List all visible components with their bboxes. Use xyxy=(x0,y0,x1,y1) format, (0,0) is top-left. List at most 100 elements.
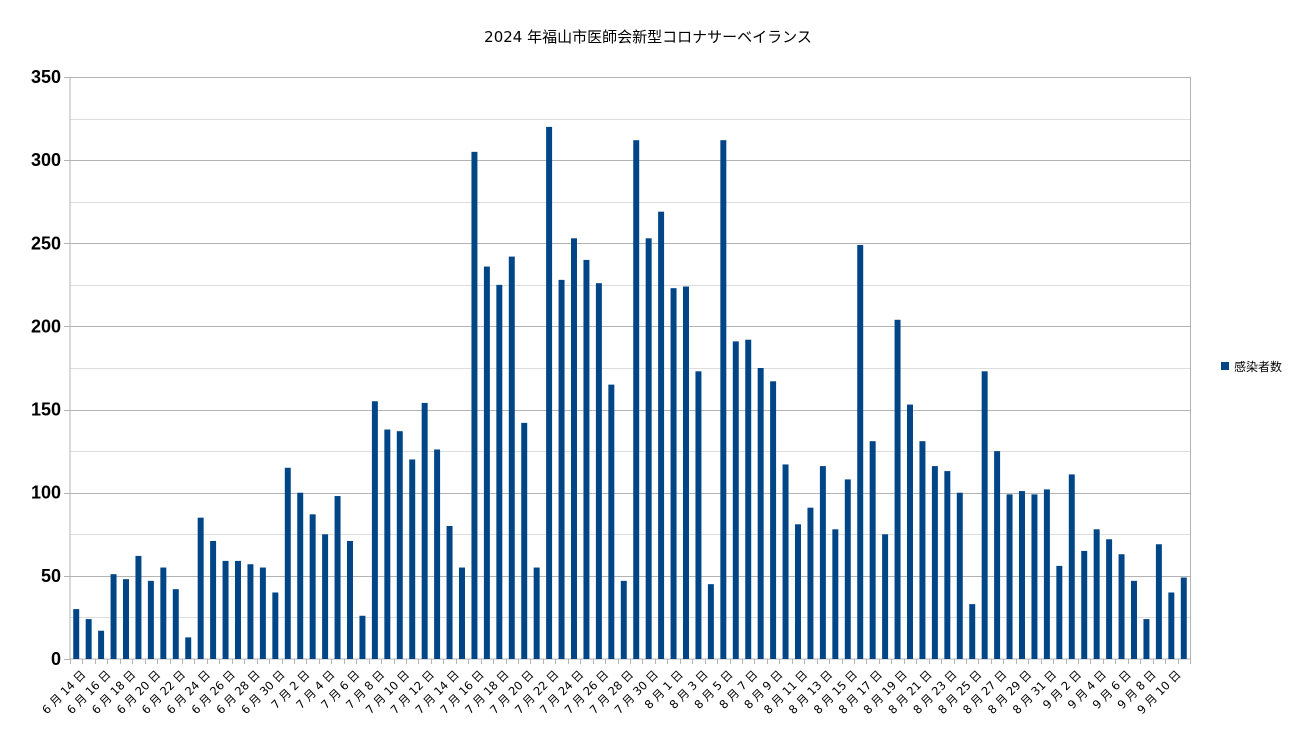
bar xyxy=(73,609,80,659)
bar xyxy=(396,431,403,659)
bar xyxy=(919,441,926,659)
bar xyxy=(595,283,602,659)
bar xyxy=(147,580,154,659)
bar xyxy=(571,238,577,660)
y-tick-label: 350 xyxy=(31,67,61,87)
bar xyxy=(272,592,279,659)
bar xyxy=(259,567,266,659)
y-tick-label: 0 xyxy=(51,649,61,669)
bar xyxy=(421,402,428,659)
bar xyxy=(670,288,677,659)
bar xyxy=(956,492,963,659)
bar xyxy=(210,540,217,659)
bar xyxy=(981,371,988,659)
bar xyxy=(434,449,441,659)
bar xyxy=(172,589,179,659)
bar xyxy=(583,259,590,659)
y-tick-label: 50 xyxy=(41,566,61,586)
legend: 感染者数 xyxy=(1221,359,1282,374)
bar xyxy=(135,555,142,659)
bar xyxy=(98,630,105,659)
bar xyxy=(483,266,490,659)
bar xyxy=(85,619,92,659)
bar xyxy=(1131,580,1137,659)
bar xyxy=(322,534,329,659)
bar xyxy=(620,580,627,659)
bar xyxy=(471,151,478,659)
bar xyxy=(757,368,764,659)
y-tick-label: 200 xyxy=(31,316,61,336)
bar xyxy=(844,479,851,659)
bar xyxy=(1180,577,1187,659)
bar xyxy=(546,126,553,659)
bar xyxy=(633,140,640,659)
bar xyxy=(1081,550,1088,659)
bar xyxy=(1143,619,1150,659)
bar xyxy=(222,560,229,659)
bar xyxy=(185,637,192,659)
bar xyxy=(371,401,378,659)
bar xyxy=(608,384,615,659)
y-tick-label: 150 xyxy=(31,400,61,420)
chart-title: 2024 年福山市医師会新型コロナサーベイランス xyxy=(484,28,812,46)
bar xyxy=(1093,529,1100,659)
legend-swatch xyxy=(1221,362,1229,370)
bar xyxy=(123,579,129,659)
bar-series xyxy=(73,126,1187,660)
bar xyxy=(1106,539,1113,659)
bar xyxy=(160,567,167,659)
bar xyxy=(857,244,864,659)
bar xyxy=(944,471,951,659)
bar xyxy=(347,540,353,659)
y-axis-tick-labels: 0 50 100 150 200 250 300 350 xyxy=(31,67,61,669)
bar xyxy=(521,422,528,659)
bar xyxy=(309,514,316,659)
bar xyxy=(807,507,814,659)
bar xyxy=(707,584,714,659)
bar xyxy=(197,517,204,659)
bar xyxy=(882,534,889,659)
bar xyxy=(508,256,515,659)
bar xyxy=(994,451,1001,659)
gridlines xyxy=(64,77,1191,664)
y-tick-label: 250 xyxy=(31,233,61,253)
y-tick-label: 100 xyxy=(31,483,61,503)
axes xyxy=(69,77,1190,660)
y-tick-label: 300 xyxy=(31,150,61,170)
bar xyxy=(1031,494,1038,659)
bar xyxy=(969,604,976,659)
bar xyxy=(459,567,465,659)
bar xyxy=(683,286,689,659)
bar xyxy=(558,279,565,659)
bar xyxy=(720,140,727,659)
bar xyxy=(645,238,652,660)
bar xyxy=(782,464,789,659)
bar xyxy=(110,574,117,659)
bar xyxy=(819,466,826,659)
legend-label: 感染者数 xyxy=(1234,359,1282,374)
bar xyxy=(1168,592,1175,659)
bar xyxy=(658,211,665,659)
bar xyxy=(894,319,901,659)
bar xyxy=(1043,489,1050,659)
bar xyxy=(1006,494,1013,659)
bar xyxy=(496,284,503,659)
bar xyxy=(832,529,839,659)
bar xyxy=(907,404,913,659)
bar xyxy=(297,492,304,659)
bar xyxy=(533,567,540,659)
bar xyxy=(931,466,938,659)
bar xyxy=(284,467,291,659)
bar xyxy=(695,371,702,659)
bar xyxy=(384,429,391,659)
bar xyxy=(795,524,801,659)
bar xyxy=(732,341,739,659)
bar xyxy=(1118,554,1125,659)
bar xyxy=(334,496,341,659)
bar xyxy=(446,525,453,659)
bar xyxy=(1056,565,1063,659)
x-axis-tick-labels: 6 月 14 日6 月 16 日6 月 18 日6 月 20 日6 月 22 日… xyxy=(39,667,1184,716)
bar xyxy=(745,339,752,659)
bar xyxy=(409,459,416,659)
